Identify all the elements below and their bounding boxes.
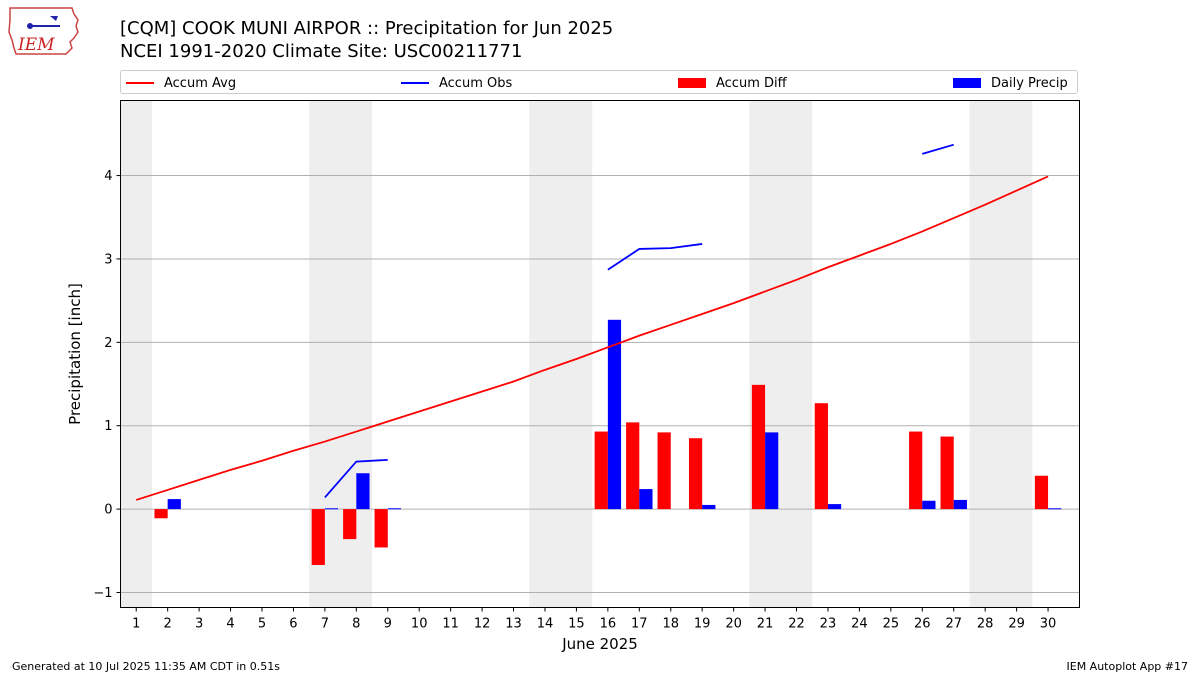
accum-diff-bar-day-21 bbox=[751, 384, 766, 510]
y-axis-label: Precipitation [inch] bbox=[66, 283, 84, 425]
daily-precip-bar-day-16 bbox=[607, 319, 622, 510]
x-tick-label: 19 bbox=[694, 617, 711, 632]
x-tick-label: 17 bbox=[631, 617, 648, 632]
legend-item-accum-diff: Accum Diff bbox=[678, 74, 787, 92]
x-tick-label: 21 bbox=[757, 617, 774, 632]
daily-precip-bar-day-9 bbox=[387, 508, 401, 510]
y-tick-label: 2 bbox=[104, 336, 112, 351]
flag-icon bbox=[50, 16, 58, 21]
legend-item-daily-precip: Daily Precip bbox=[953, 74, 1068, 92]
accum-avg-line bbox=[135, 175, 1049, 501]
y-tick-label: 4 bbox=[104, 169, 112, 184]
plot-frame bbox=[120, 100, 1080, 608]
y-tick-label: 3 bbox=[104, 252, 112, 267]
chart-subtitle: NCEI 1991-2020 Climate Site: USC00211771 bbox=[120, 41, 523, 62]
y-tick-label: −1 bbox=[93, 586, 112, 601]
legend-label: Accum Obs bbox=[439, 75, 513, 91]
x-tick-label: 6 bbox=[289, 617, 297, 632]
accum-obs-line-segment-2 bbox=[922, 143, 954, 155]
generated-timestamp: Generated at 10 Jul 2025 11:35 AM CDT in… bbox=[12, 660, 280, 673]
daily-precip-bar-day-17 bbox=[639, 489, 653, 510]
x-tick-label: 3 bbox=[195, 617, 203, 632]
x-tick-label: 11 bbox=[442, 617, 459, 632]
x-tick-label: 12 bbox=[474, 617, 491, 632]
x-tick-label: 20 bbox=[725, 617, 742, 632]
x-tick-label: 2 bbox=[164, 617, 172, 632]
legend-swatch bbox=[953, 78, 981, 88]
x-tick-label: 15 bbox=[568, 617, 585, 632]
x-tick-label: 13 bbox=[505, 617, 522, 632]
accum-diff-bar-day-2 bbox=[154, 509, 168, 519]
weekend-shade-3 bbox=[749, 100, 813, 608]
accum-diff-bar-day-26 bbox=[909, 431, 923, 510]
x-tick-label: 7 bbox=[321, 617, 329, 632]
daily-precip-bar-day-23 bbox=[827, 504, 842, 510]
x-tick-label: 14 bbox=[537, 617, 554, 632]
logo-text: IEM bbox=[17, 35, 55, 55]
daily-precip-bar-day-2 bbox=[167, 499, 181, 510]
legend-item-accum-obs: Accum Obs bbox=[401, 74, 512, 92]
legend-label: Accum Diff bbox=[716, 75, 787, 91]
legend-swatch bbox=[401, 82, 429, 84]
x-tick-label: 24 bbox=[851, 617, 868, 632]
x-tick-label: 10 bbox=[411, 617, 428, 632]
accum-diff-bar-day-30 bbox=[1034, 475, 1049, 510]
x-tick-label: 28 bbox=[977, 617, 994, 632]
accum-obs-line-segment-0 bbox=[324, 459, 388, 499]
accum-diff-bar-day-8 bbox=[343, 509, 357, 540]
legend-swatch bbox=[678, 78, 706, 88]
chart-legend: Accum Avg Accum Obs Accum Diff Daily Precip bbox=[120, 70, 1078, 94]
accum-diff-bar-day-23 bbox=[814, 403, 828, 510]
accum-diff-bar-day-17 bbox=[626, 422, 640, 510]
x-tick-label: 26 bbox=[914, 617, 931, 632]
daily-precip-bar-day-21 bbox=[765, 432, 779, 510]
x-tick-label: 30 bbox=[1040, 617, 1057, 632]
y-tick-label: 1 bbox=[104, 419, 112, 434]
station-icon bbox=[27, 23, 33, 29]
weekend-shade-2 bbox=[529, 100, 593, 608]
x-tick-label: 18 bbox=[662, 617, 679, 632]
legend-swatch bbox=[126, 82, 154, 84]
daily-precip-bar-day-8 bbox=[356, 473, 370, 510]
weekend-shade-0 bbox=[120, 100, 152, 608]
x-tick-label: 23 bbox=[820, 617, 837, 632]
x-tick-label: 8 bbox=[352, 617, 360, 632]
daily-precip-bar-day-27 bbox=[953, 499, 967, 510]
x-tick-label: 4 bbox=[226, 617, 234, 632]
x-tick-label: 27 bbox=[945, 617, 962, 632]
daily-precip-bar-day-30 bbox=[1048, 508, 1062, 510]
accum-diff-bar-day-19 bbox=[688, 438, 703, 510]
weekend-shade-4 bbox=[969, 100, 1033, 608]
x-tick-label: 29 bbox=[1008, 617, 1025, 632]
legend-item-accum-avg: Accum Avg bbox=[126, 74, 236, 92]
x-tick-label: 22 bbox=[788, 617, 805, 632]
iem-logo: IEM bbox=[8, 7, 79, 55]
accum-obs-line-segment-1 bbox=[607, 243, 703, 271]
accum-diff-bar-day-9 bbox=[374, 509, 388, 548]
iowa-outline-icon bbox=[8, 7, 79, 55]
x-tick-label: 16 bbox=[600, 617, 617, 632]
x-tick-label: 5 bbox=[258, 617, 266, 632]
accum-diff-bar-day-16 bbox=[594, 431, 608, 510]
app-credit: IEM Autoplot App #17 bbox=[1066, 660, 1189, 673]
y-tick-label: 0 bbox=[104, 503, 112, 518]
x-tick-label: 9 bbox=[384, 617, 392, 632]
legend-label: Accum Avg bbox=[164, 75, 237, 91]
daily-precip-bar-day-7 bbox=[324, 508, 339, 510]
x-axis-label: June 2025 bbox=[561, 635, 638, 653]
accum-diff-bar-day-27 bbox=[940, 436, 954, 510]
x-tick-label: 1 bbox=[132, 617, 140, 632]
accum-diff-bar-day-7 bbox=[311, 509, 325, 565]
daily-precip-bar-day-19 bbox=[702, 504, 716, 510]
chart-title: [CQM] COOK MUNI AIRPOR :: Precipitation … bbox=[120, 18, 614, 39]
daily-precip-bar-day-26 bbox=[922, 500, 936, 510]
x-tick-label: 25 bbox=[883, 617, 900, 632]
legend-label: Daily Precip bbox=[991, 75, 1068, 91]
accum-diff-bar-day-18 bbox=[657, 432, 671, 510]
